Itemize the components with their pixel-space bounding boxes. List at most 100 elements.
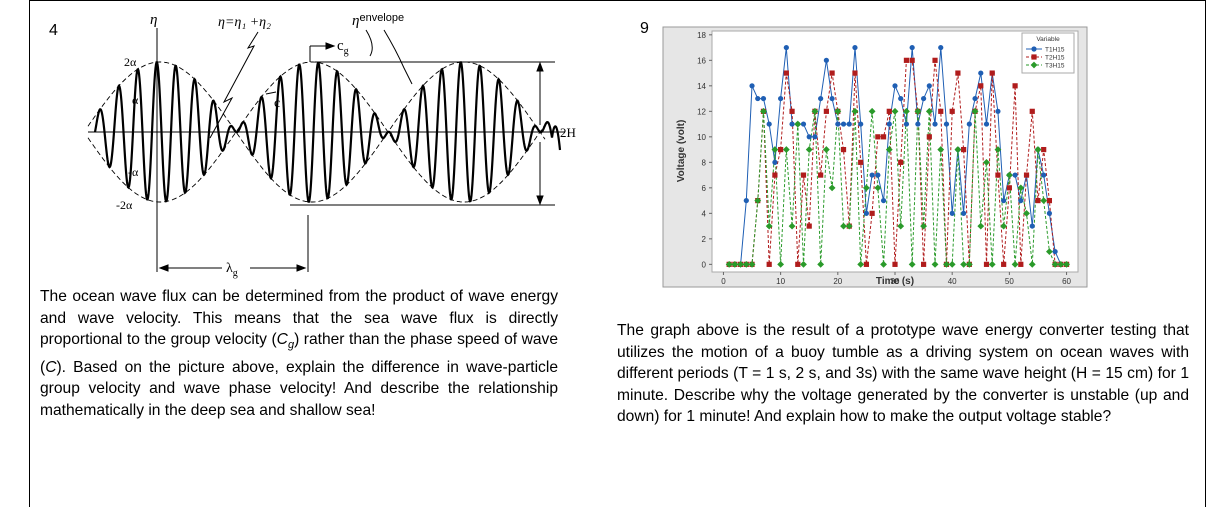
x-tick-label: 20	[833, 277, 842, 286]
point	[920, 222, 927, 230]
point	[961, 210, 967, 216]
point	[777, 260, 785, 268]
point	[817, 260, 825, 268]
point	[783, 70, 789, 76]
point	[800, 260, 807, 268]
point	[1028, 260, 1036, 268]
wave-diagram: η η=η₁ +η₂ ηenvelope cg c 2α α -α -2α 2H…	[87, 12, 576, 279]
point	[1001, 261, 1007, 267]
legend-box	[1021, 32, 1075, 74]
cg-main: c	[337, 38, 344, 54]
point	[1017, 184, 1025, 192]
point	[937, 146, 945, 153]
legend-label: T1H15	[1045, 47, 1065, 54]
envelope	[87, 61, 546, 203]
point	[943, 260, 950, 268]
point	[765, 222, 773, 230]
point	[1029, 223, 1035, 229]
point	[995, 172, 1001, 178]
point	[782, 146, 790, 153]
point	[766, 261, 772, 267]
point	[760, 95, 767, 102]
y-tick-label: 2	[702, 235, 707, 244]
point	[1040, 197, 1048, 204]
point	[800, 172, 807, 178]
point	[1046, 248, 1053, 255]
question-number: 9	[640, 20, 649, 37]
wavelength-label: λg	[226, 261, 238, 279]
point	[760, 107, 767, 115]
point	[863, 210, 870, 216]
arrow-head	[536, 61, 544, 206]
point	[1034, 146, 1042, 153]
amp-label: -2α	[116, 198, 133, 212]
legend-label: T3H15	[1045, 63, 1065, 70]
y-tick-label: 4	[702, 209, 707, 218]
point	[983, 158, 990, 166]
x-tick-label: 60	[1062, 277, 1071, 286]
wave	[93, 61, 562, 203]
point	[737, 260, 744, 268]
point	[1063, 260, 1070, 268]
y-tick-label: 18	[697, 31, 706, 40]
point	[988, 260, 996, 268]
amp-label: -α	[128, 165, 139, 179]
point	[955, 70, 961, 76]
y-tick-label: 14	[697, 82, 706, 91]
point	[989, 70, 995, 76]
lg-main: λ	[226, 261, 233, 276]
point	[863, 261, 870, 267]
point	[743, 197, 749, 204]
point	[1023, 172, 1030, 178]
point	[875, 134, 881, 140]
point	[858, 121, 864, 127]
point	[811, 107, 819, 115]
point	[840, 121, 847, 127]
point	[909, 44, 915, 51]
point	[748, 260, 756, 268]
point	[960, 260, 968, 268]
point	[858, 159, 864, 165]
point	[880, 197, 887, 204]
point	[994, 146, 1002, 153]
pointer	[365, 29, 413, 85]
point	[931, 260, 939, 268]
border-top	[29, 0, 1205, 1]
point	[805, 146, 813, 153]
arrow	[265, 91, 277, 95]
amp-label: 2α	[124, 55, 137, 69]
point	[818, 172, 824, 178]
point	[1030, 61, 1038, 69]
point	[755, 95, 761, 102]
point	[731, 260, 739, 268]
point	[846, 121, 852, 127]
envelope-label: ηenvelope	[352, 12, 404, 29]
point	[892, 83, 898, 89]
point	[852, 44, 858, 51]
point	[949, 108, 955, 114]
point	[903, 107, 910, 115]
point	[977, 222, 985, 230]
pointer	[209, 31, 259, 139]
point	[943, 121, 950, 127]
point	[772, 159, 778, 165]
annotations	[158, 29, 555, 272]
x-axis-title: Time (s)	[876, 276, 914, 287]
point	[818, 95, 824, 102]
envelope-main: η	[352, 13, 359, 29]
point	[1000, 222, 1008, 230]
point	[914, 107, 922, 115]
text: The ocean wave flux can be determined fr…	[40, 288, 558, 349]
question-text: The ocean wave flux can be determined fr…	[40, 286, 558, 422]
point	[1046, 210, 1053, 216]
point	[903, 57, 910, 63]
point	[725, 260, 733, 268]
border-right	[1205, 0, 1206, 507]
point	[812, 134, 818, 140]
point	[891, 107, 899, 115]
point	[903, 121, 910, 127]
point	[840, 146, 847, 153]
point	[834, 107, 842, 115]
point	[926, 134, 932, 140]
point	[926, 83, 932, 89]
